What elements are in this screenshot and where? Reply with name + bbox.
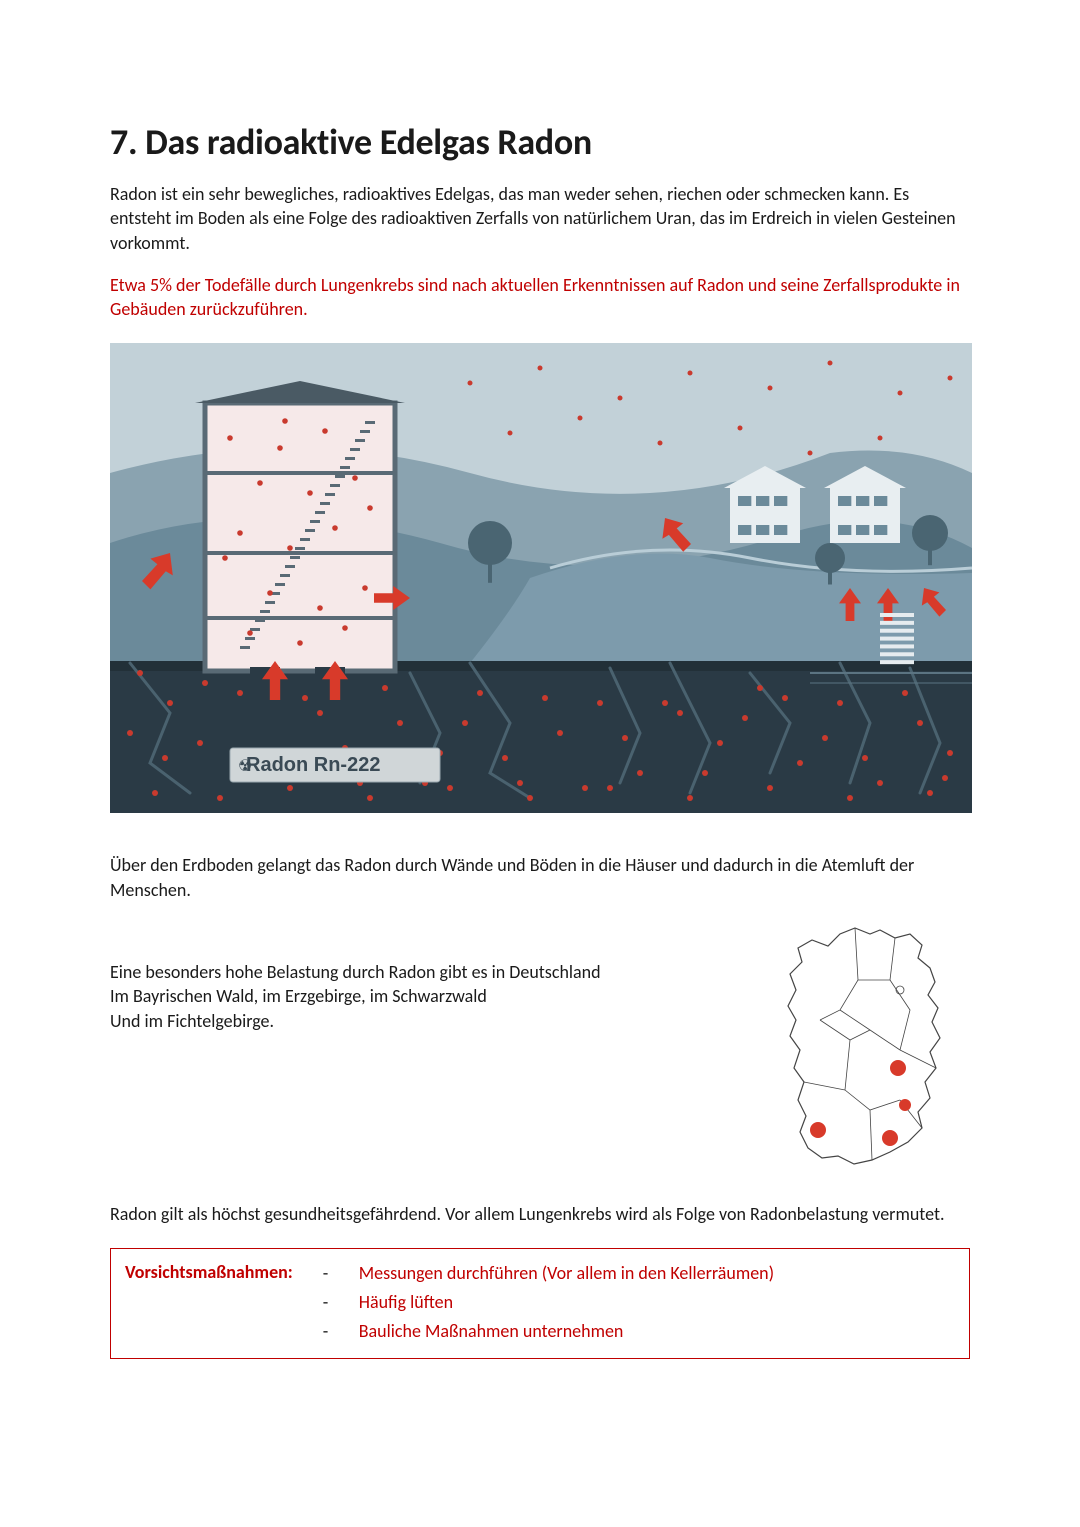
germany-map [750,920,970,1180]
warning-paragraph: Etwa 5% der Todefälle durch Lungenkrebs … [110,273,970,322]
precautions-box: Vorsichtsmaßnahmen: -Messungen durchführ… [110,1248,970,1358]
page-title: 7. Das radioaktive Edelgas Radon [110,120,970,164]
precautions-item: -Häufig lüften [323,1288,774,1317]
precautions-item: -Messungen durchführen (Vor allem in den… [323,1259,774,1288]
svg-text:Radon Rn-222: Radon Rn-222 [246,754,380,776]
intro-paragraph: Radon ist ein sehr bewegliches, radioakt… [110,182,970,255]
precautions-label: Vorsichtsmaßnahmen: [125,1259,293,1345]
precautions-list: -Messungen durchführen (Vor allem in den… [323,1259,774,1345]
paragraph-ground-entry: Über den Erdboden gelangt das Radon durc… [110,853,970,902]
paragraph-health-risk: Radon gilt als höchst gesundheitsgefährd… [110,1202,970,1226]
paragraph-regions: Eine besonders hohe Belastung durch Rado… [110,960,720,1033]
precautions-item: -Bauliche Maßnahmen unternehmen [323,1317,774,1346]
radon-infographic: ☢ Radon Rn-222 [110,343,972,813]
